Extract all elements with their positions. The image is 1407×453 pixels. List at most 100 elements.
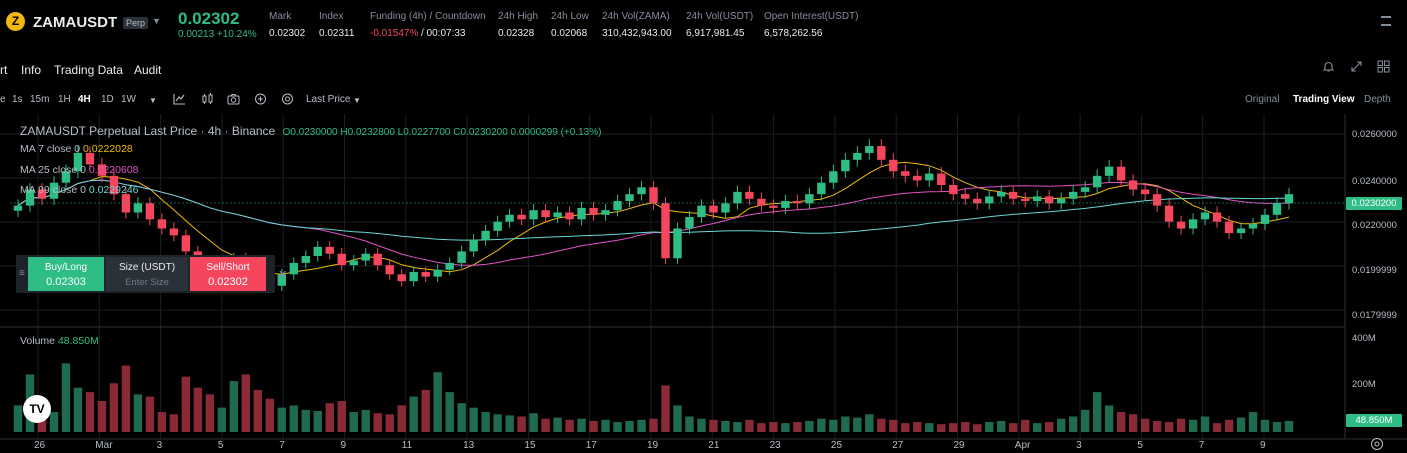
candle-body [961,194,970,199]
tab-audit[interactable]: Audit [134,63,162,77]
candle-body [613,201,622,211]
bell-icon[interactable] [1322,60,1335,73]
candle-body [841,159,850,172]
volume-bar [121,365,131,432]
sell-short-button[interactable]: Sell/Short 0.02302 [190,257,266,291]
candle-body [1080,187,1090,192]
candle-body [301,256,310,263]
candle-body [49,182,59,199]
volume-bar [445,392,454,432]
candle-body [565,212,574,220]
candle-body [433,269,442,277]
ma25-value: 0.0220608 [88,164,139,176]
candle-body [121,194,131,213]
interval-1w[interactable]: 1W [121,94,136,105]
interval-1h[interactable]: 1H [58,94,71,105]
candle-body [493,221,502,231]
funding-label[interactable]: Funding (4h) / Countdown [370,11,486,22]
indicator-icon[interactable] [173,93,186,108]
time-tick: 13 [463,440,475,451]
volume-bar [325,403,334,432]
tab-info[interactable]: Info [21,63,42,77]
view-original[interactable]: Original [1245,94,1280,105]
symbol-name[interactable]: ZAMAUSDT [33,14,118,31]
candle-body [685,217,694,229]
price-type-select[interactable]: Last Price [306,94,351,105]
chevron-down-icon[interactable]: ▼ [353,96,361,105]
candle-body [349,260,358,266]
tab-trading-data[interactable]: Trading Data [54,63,123,77]
open-interest-label[interactable]: Open Interest(USDT) [764,11,859,22]
add-indicator-icon[interactable] [254,93,267,108]
expand-icon[interactable] [1350,60,1363,73]
candle-body [1092,175,1102,188]
time-settings-icon[interactable] [1370,437,1384,453]
chart-canvas[interactable] [0,114,1407,453]
candle-body [1164,205,1174,222]
candle-body [133,203,143,213]
close-icon[interactable]: ✕ [278,269,288,281]
volume-bar [853,417,862,432]
tab-chart[interactable]: rt [0,63,8,77]
volume-bar [229,381,239,432]
candle-body [697,205,706,218]
candle-body [577,207,586,220]
grid-layout-icon[interactable] [1377,60,1390,73]
candle-style-icon[interactable] [201,93,214,108]
volume-bar [373,413,382,432]
volume-bar [829,419,838,432]
volume-bar [1116,412,1126,432]
index-label[interactable]: Index [319,11,344,22]
candle-body [1224,221,1234,234]
chevron-down-icon[interactable]: ▼ [149,96,157,105]
volume-bar [1272,422,1282,432]
candle-body [517,214,526,220]
interval-4h[interactable]: 4H [78,94,91,105]
settings-icon[interactable] [281,93,294,108]
volume-bar [757,423,766,432]
candle-body [1033,196,1042,202]
candle-body [409,272,418,282]
volume-bar [1033,423,1042,432]
volume-bar [649,418,658,432]
view-depth[interactable]: Depth [1364,94,1391,105]
volume-bar [385,414,394,432]
candle-body [61,171,71,183]
candle-body [97,164,107,176]
volume-bar [1200,416,1210,432]
view-trading-view[interactable]: Trading View [1293,94,1355,105]
volume-bar [457,403,466,432]
candle-body [373,253,382,266]
candle-body [721,203,730,213]
volume-bar [289,405,298,432]
buy-long-button[interactable]: Buy/Long 0.02303 [28,257,104,291]
size-input[interactable]: Size (USDT) Enter Size [106,257,188,291]
volume-bar [313,410,322,432]
menu-icon[interactable] [1381,16,1391,26]
candle-body [781,201,790,208]
volume-bar [769,422,778,432]
candle-body [997,191,1006,197]
volume-bar [937,424,946,432]
tradingview-logo[interactable]: TV [23,395,51,423]
drag-handle-icon[interactable]: ≡ [19,268,25,279]
interval-1d[interactable]: 1D [101,94,114,105]
volume-bar [1092,392,1102,432]
low-value: 0.02068 [551,28,588,39]
interval-more[interactable]: e [0,94,6,105]
price-tick: 0.0260000 [1352,129,1397,140]
chevron-down-icon[interactable]: ▼ [152,16,161,26]
volume-bar [973,424,982,432]
candle-body [445,262,454,270]
volume-bar [1068,416,1078,432]
volume-bar [109,383,119,432]
volume-bar [205,394,215,432]
interval-15m[interactable]: 15m [30,94,50,105]
volume-bars [13,363,1294,432]
volume-bar [85,392,95,432]
candle-body [973,198,982,204]
camera-icon[interactable] [227,93,240,108]
interval-1s[interactable]: 1s [12,94,23,105]
volume-bar [913,422,922,432]
volume-bar [493,414,502,432]
